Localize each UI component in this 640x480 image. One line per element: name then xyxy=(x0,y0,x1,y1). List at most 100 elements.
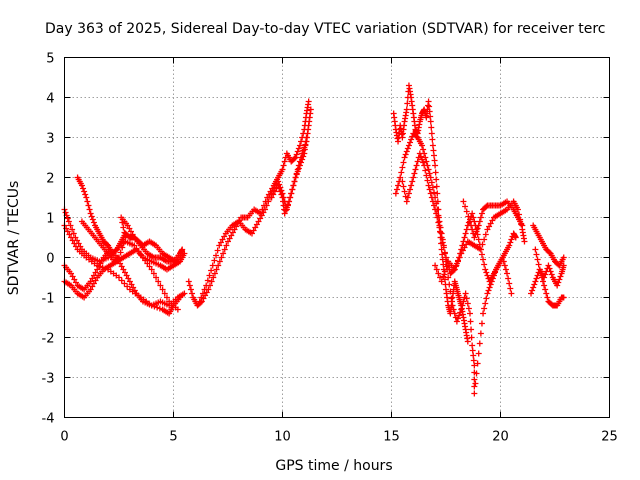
data-point xyxy=(441,249,448,256)
data-point xyxy=(433,210,440,217)
data-point xyxy=(544,294,551,301)
data-point xyxy=(472,231,479,238)
sat-track-9 xyxy=(268,106,314,217)
grid-lines xyxy=(64,57,610,418)
data-point xyxy=(436,218,443,225)
data-point xyxy=(483,203,490,210)
data-point xyxy=(150,270,157,277)
data-point xyxy=(120,239,127,246)
data-point xyxy=(451,266,458,273)
data-point xyxy=(478,210,485,217)
data-point xyxy=(395,182,402,189)
data-point xyxy=(292,174,299,181)
data-point xyxy=(289,186,296,193)
data-point xyxy=(542,271,549,278)
data-point xyxy=(296,142,303,149)
data-point xyxy=(403,148,410,155)
data-point xyxy=(414,158,421,165)
data-point xyxy=(399,164,406,171)
data-point xyxy=(547,268,554,275)
data-point xyxy=(454,258,461,265)
chart-title: Day 363 of 2025, Sidereal Day-to-day VTE… xyxy=(45,21,605,37)
data-point xyxy=(474,225,481,232)
data-point xyxy=(546,265,553,272)
data-point xyxy=(560,254,567,261)
data-point xyxy=(405,142,412,149)
data-point xyxy=(404,100,411,107)
data-point xyxy=(466,218,473,225)
x-tick-label: 20 xyxy=(492,430,509,445)
data-point xyxy=(293,151,300,158)
data-point xyxy=(409,178,416,185)
data-point xyxy=(402,151,409,158)
sat-track-17 xyxy=(528,266,567,309)
sat-track-6 xyxy=(78,214,186,265)
data-point xyxy=(432,262,439,269)
data-point xyxy=(437,229,444,236)
data-point xyxy=(478,251,485,258)
data-point xyxy=(469,210,476,217)
data-point xyxy=(429,136,436,143)
data-point xyxy=(502,266,509,273)
data-point xyxy=(540,278,547,285)
data-point xyxy=(88,213,95,220)
data-point xyxy=(506,280,513,287)
data-point xyxy=(286,198,293,205)
data-point xyxy=(201,286,208,293)
data-point xyxy=(296,158,303,165)
data-point xyxy=(457,309,464,316)
data-point xyxy=(471,390,478,397)
data-point xyxy=(433,266,440,273)
data-point xyxy=(532,278,539,285)
data-point xyxy=(161,290,168,297)
data-point xyxy=(423,158,430,165)
data-point xyxy=(215,262,222,269)
data-point xyxy=(400,183,407,190)
data-point xyxy=(521,238,528,245)
data-point xyxy=(119,244,126,251)
data-point xyxy=(431,202,438,209)
data-point xyxy=(454,315,461,322)
data-point xyxy=(480,310,487,317)
data-point xyxy=(300,147,307,154)
data-point xyxy=(419,142,426,149)
data-point xyxy=(302,141,309,148)
plot-frame xyxy=(64,57,610,418)
sat-track-15 xyxy=(530,222,567,269)
data-point xyxy=(426,186,433,193)
x-tick-label: 25 xyxy=(601,430,618,445)
data-point xyxy=(278,191,285,198)
data-point xyxy=(422,167,429,174)
data-point xyxy=(221,246,228,253)
y-tick-label: 2 xyxy=(46,172,54,187)
data-point xyxy=(438,278,445,285)
data-point xyxy=(471,383,478,390)
data-point xyxy=(476,340,483,347)
data-point xyxy=(537,270,544,277)
data-point xyxy=(84,198,91,205)
data-point xyxy=(118,277,125,284)
data-point xyxy=(148,266,155,273)
sat-track-10 xyxy=(390,82,471,345)
data-point xyxy=(534,256,541,263)
data-point xyxy=(428,194,435,201)
data-point xyxy=(556,276,563,283)
data-point xyxy=(484,290,491,297)
data-point xyxy=(206,272,213,279)
data-point xyxy=(529,287,536,294)
sat-track-11 xyxy=(392,130,519,397)
data-point xyxy=(481,236,488,243)
x-tick-label: 0 xyxy=(60,430,68,445)
data-point xyxy=(471,376,478,383)
data-point xyxy=(453,262,460,269)
data-point xyxy=(163,294,170,301)
data-point xyxy=(198,294,205,301)
x-axis-label: GPS time / hours xyxy=(275,458,392,474)
data-point xyxy=(466,310,473,317)
data-point xyxy=(483,295,490,302)
data-point xyxy=(508,236,515,243)
data-point xyxy=(399,178,406,185)
data-point xyxy=(114,255,121,262)
data-point xyxy=(216,258,223,265)
sat-track-14 xyxy=(460,198,526,241)
